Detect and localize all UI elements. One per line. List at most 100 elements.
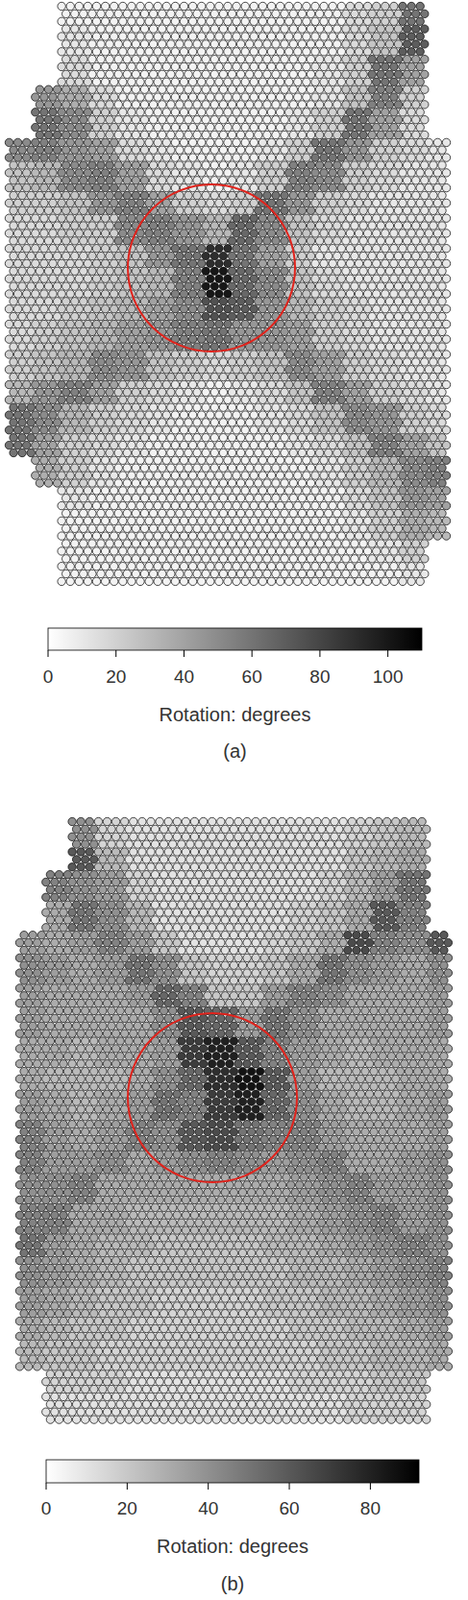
particle xyxy=(74,123,83,131)
particle xyxy=(294,48,302,56)
particle xyxy=(4,274,13,283)
particle xyxy=(175,85,184,94)
particle xyxy=(315,40,323,49)
particle xyxy=(429,251,438,260)
particle xyxy=(100,108,109,117)
particle xyxy=(40,138,49,147)
particle xyxy=(241,32,249,41)
particle xyxy=(131,312,140,321)
particle xyxy=(363,32,371,41)
particle xyxy=(424,138,433,147)
particle xyxy=(350,251,359,260)
particle xyxy=(337,229,345,238)
particle xyxy=(297,312,306,321)
particle xyxy=(345,138,354,147)
particle xyxy=(26,282,35,291)
particle xyxy=(280,191,289,199)
particle xyxy=(390,62,398,71)
particle xyxy=(249,1,258,10)
particle xyxy=(167,161,175,170)
particle xyxy=(285,17,294,25)
particle xyxy=(333,116,342,124)
particle xyxy=(188,198,197,207)
particle xyxy=(376,297,385,306)
particle xyxy=(140,116,148,124)
particle xyxy=(193,55,201,64)
particle xyxy=(57,259,66,268)
particle xyxy=(210,161,219,170)
particle xyxy=(49,259,57,268)
particle xyxy=(62,24,71,33)
particle xyxy=(26,176,35,185)
particle xyxy=(127,305,136,314)
particle xyxy=(167,70,175,78)
particle xyxy=(311,274,320,283)
particle xyxy=(267,93,275,101)
particle xyxy=(420,312,429,321)
particle xyxy=(79,312,88,321)
particle xyxy=(175,9,184,18)
particle xyxy=(145,62,153,71)
particle xyxy=(18,221,26,230)
particle xyxy=(71,85,79,94)
particle xyxy=(201,251,210,260)
particle xyxy=(162,123,171,131)
particle xyxy=(324,40,333,49)
particle xyxy=(294,123,302,131)
particle xyxy=(66,229,74,238)
particle xyxy=(171,32,179,41)
particle xyxy=(140,55,148,64)
particle xyxy=(398,198,407,207)
particle xyxy=(385,40,394,49)
particle xyxy=(359,100,368,109)
particle xyxy=(267,17,275,25)
particle xyxy=(193,9,201,18)
particle xyxy=(275,290,284,298)
particle xyxy=(66,274,74,283)
particle xyxy=(280,206,289,215)
particle xyxy=(433,183,442,192)
particle xyxy=(359,85,368,94)
particle xyxy=(201,55,210,64)
particle xyxy=(249,259,258,268)
particle xyxy=(311,48,320,56)
particle xyxy=(123,70,131,78)
particle xyxy=(57,93,66,101)
particle xyxy=(328,153,337,162)
particle xyxy=(275,123,284,131)
particle xyxy=(148,221,157,230)
particle xyxy=(52,161,61,170)
particle xyxy=(210,206,219,215)
particle xyxy=(328,214,337,222)
particle xyxy=(345,32,354,41)
particle xyxy=(398,62,407,71)
particle xyxy=(267,169,275,177)
particle xyxy=(44,146,52,154)
particle xyxy=(342,70,350,78)
particle xyxy=(385,312,394,321)
particle xyxy=(140,85,148,94)
particle xyxy=(236,312,245,321)
particle xyxy=(246,221,254,230)
particle xyxy=(398,138,407,147)
particle xyxy=(127,62,136,71)
particle xyxy=(83,214,92,222)
particle xyxy=(363,245,371,253)
particle xyxy=(232,214,241,222)
particle xyxy=(354,48,363,56)
particle xyxy=(167,297,175,306)
particle xyxy=(193,297,201,306)
particle xyxy=(26,161,35,170)
particle xyxy=(433,290,442,298)
particle xyxy=(88,9,97,18)
particle xyxy=(381,138,390,147)
particle xyxy=(210,55,219,64)
particle xyxy=(123,206,131,215)
particle xyxy=(26,237,35,246)
particle xyxy=(179,153,188,162)
particle xyxy=(62,312,71,321)
particle xyxy=(197,17,206,25)
particle xyxy=(79,297,88,306)
particle xyxy=(210,24,219,33)
particle xyxy=(35,282,44,291)
